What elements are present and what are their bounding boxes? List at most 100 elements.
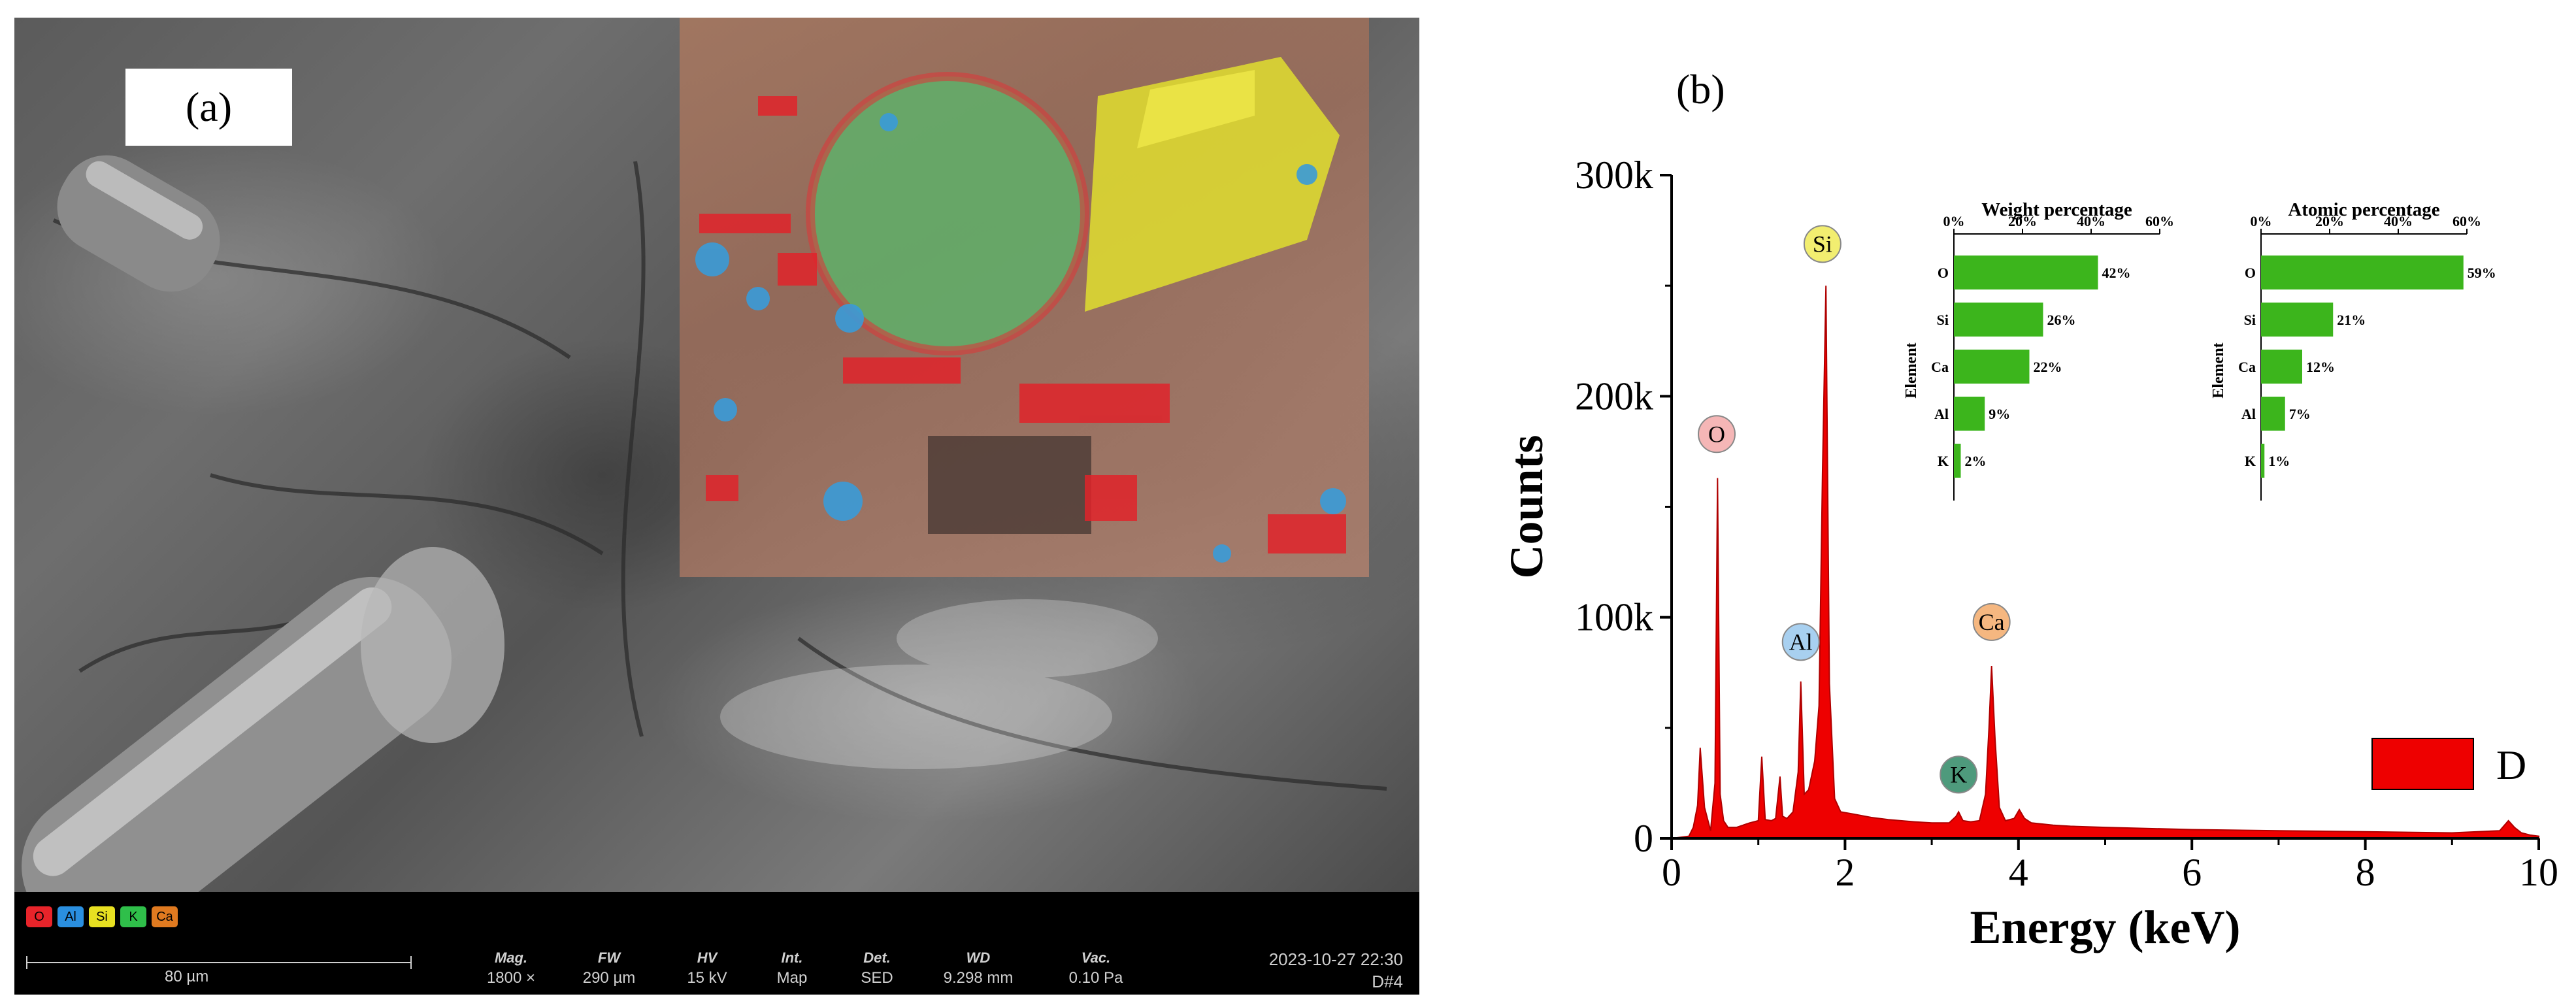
x-tick-label: 8: [2356, 851, 2375, 894]
y-tick-label: 0: [1634, 817, 1653, 860]
atomic-inset-bar-o: [2261, 256, 2464, 289]
info-int: Int. Map: [756, 949, 828, 987]
info-value: Map: [776, 969, 808, 987]
sem-panel: (a) O Al Si K Ca 80 µm Mag. 1800 × FW 29…: [14, 18, 1419, 995]
atomic-inset-category-al: Al: [2241, 406, 2256, 422]
peak-marker-k: [1940, 755, 1978, 794]
legend-chip-si: Si: [89, 906, 115, 927]
weight-inset-category-ca: Ca: [1931, 359, 1949, 375]
atomic-inset-category-o: O: [2245, 265, 2256, 281]
scale-bar-tick-right: [410, 956, 412, 969]
weight-inset-bar-o: [1954, 256, 2098, 289]
legend-chip-ca: Ca: [152, 906, 178, 927]
info-vac: Vac. 0.10 Pa: [1050, 949, 1142, 987]
info-value: 290 µm: [582, 969, 636, 987]
atomic-inset-value-ca: 12%: [2306, 359, 2335, 375]
atomic-inset-bar-k: [2261, 444, 2265, 478]
atomic-inset-value-k: 1%: [2268, 453, 2290, 469]
info-header: WD: [966, 949, 991, 966]
weight-inset-value-ca: 22%: [2034, 359, 2062, 375]
info-value: SED: [861, 969, 893, 987]
peak-marker-ca: [1972, 603, 2011, 641]
peak-marker-o: [1698, 415, 1736, 454]
y-tick-label: 200k: [1575, 374, 1653, 418]
atomic-inset-title: Atomic percentage: [2288, 199, 2439, 220]
atomic-inset-tick-label: 40%: [2384, 213, 2413, 229]
peak-label-o: O: [1708, 421, 1725, 447]
legend-chip-k: K: [120, 906, 146, 927]
info-wd: WD 9.298 mm: [926, 949, 1031, 987]
scale-bar-label: 80 µm: [165, 968, 209, 985]
weight-inset-tick-label: 40%: [2077, 213, 2105, 229]
eds-map-texture: [695, 57, 1346, 563]
peak-label-k: K: [1950, 761, 1967, 787]
peak-label-al: Al: [1789, 629, 1813, 655]
y-tick-label: 100k: [1575, 596, 1653, 639]
weight-inset-value-o: 42%: [2102, 265, 2131, 281]
info-hv: HV 15 kV: [668, 949, 746, 987]
atomic-inset-bar-si: [2261, 303, 2334, 337]
info-header: FW: [597, 949, 621, 966]
info-mag: Mag. 1800 ×: [472, 949, 550, 987]
info-fw: FW 290 µm: [570, 949, 648, 987]
weight-inset-title: Weight percentage: [1981, 199, 2132, 220]
eds-spectrum-panel: (b) 0 2 4 6 8 10 0 100k 200k 300k Energy (keV) Coun…: [1425, 0, 2576, 1007]
info-header: Vac.: [1081, 949, 1111, 966]
peak-marker-al: [1781, 623, 1820, 661]
sem-info-bar: O Al Si K Ca 80 µm Mag. 1800 × FW 290 µm…: [14, 892, 1419, 995]
info-header: Int.: [781, 949, 803, 966]
element-map-legend: O Al Si K Ca: [26, 906, 178, 927]
spectrum-series-d: [1671, 286, 2539, 839]
weight-inset-tick-label: 60%: [2145, 213, 2174, 229]
weight-inset-value-k: 2%: [1965, 453, 1987, 469]
legend-swatch-d: [2371, 738, 2474, 790]
weight-inset-value-si: 26%: [2047, 312, 2076, 328]
peak-marker-si: [1803, 225, 1841, 263]
legend-chip-al: Al: [58, 906, 84, 927]
atomic-inset-bar-ca: [2261, 350, 2302, 384]
weight-inset-value-al: 9%: [1989, 406, 2010, 422]
x-tick-label: 10: [2519, 851, 2558, 894]
info-header: HV: [697, 949, 718, 966]
x-axis-title: Energy (keV): [1970, 901, 2241, 953]
weight-inset-ylabel: Element: [1903, 342, 1920, 398]
info-value: 9.298 mm: [943, 969, 1014, 987]
peak-label-si: Si: [1813, 231, 1832, 257]
x-tick-label: 4: [2009, 851, 2028, 894]
atomic-inset-tick-label: 0%: [2251, 213, 2272, 229]
y-axis-title: Counts: [1500, 435, 1553, 578]
info-value: 0.10 Pa: [1068, 969, 1123, 987]
atomic-inset-bar-al: [2261, 397, 2285, 431]
info-value: 15 kV: [687, 969, 727, 987]
info-det: Det. SED: [841, 949, 913, 987]
sem-micrograph: (a): [14, 18, 1419, 892]
eds-spectrum-chart: 0 2 4 6 8 10 0 100k 200k 300k Energy (keV) Counts O A…: [1500, 154, 2558, 953]
weight-inset-category-k: K: [1938, 453, 1949, 469]
weight-inset-bar-k: [1954, 444, 1961, 478]
weight-inset-bar-si: [1954, 303, 2043, 337]
weight-inset-category-si: Si: [1937, 312, 1949, 328]
y-tick-label: 300k: [1575, 154, 1653, 197]
eds-element-map-overlay: [680, 18, 1369, 577]
atomic-inset-tick-label: 60%: [2452, 213, 2481, 229]
legend-chip-o: O: [26, 906, 52, 927]
atomic-inset-category-k: K: [2245, 453, 2256, 469]
weight-inset-bar-ca: [1954, 350, 2030, 384]
atomic-inset-ylabel: Element: [2210, 342, 2227, 398]
weight-inset-tick-label: 20%: [2008, 213, 2037, 229]
weight-inset-category-al: Al: [1934, 406, 1949, 422]
info-value: 1800 ×: [486, 969, 536, 987]
atomic-inset-category-si: Si: [2244, 312, 2256, 328]
atomic-inset-value-si: 21%: [2337, 312, 2366, 328]
weight-inset-category-o: O: [1938, 265, 1949, 281]
info-header: Mag.: [494, 949, 528, 966]
x-tick-label: 6: [2182, 851, 2202, 894]
weight-inset-tick-label: 0%: [1943, 213, 1965, 229]
panel-label-b: (b): [1676, 66, 1725, 112]
legend-label-d: D: [2496, 742, 2526, 788]
peak-label-ca: Ca: [1979, 609, 2005, 635]
atomic-inset-value-al: 7%: [2289, 406, 2311, 422]
scale-bar: [26, 962, 412, 963]
info-header: Det.: [863, 949, 891, 966]
atomic-inset-value-o: 59%: [2468, 265, 2496, 281]
